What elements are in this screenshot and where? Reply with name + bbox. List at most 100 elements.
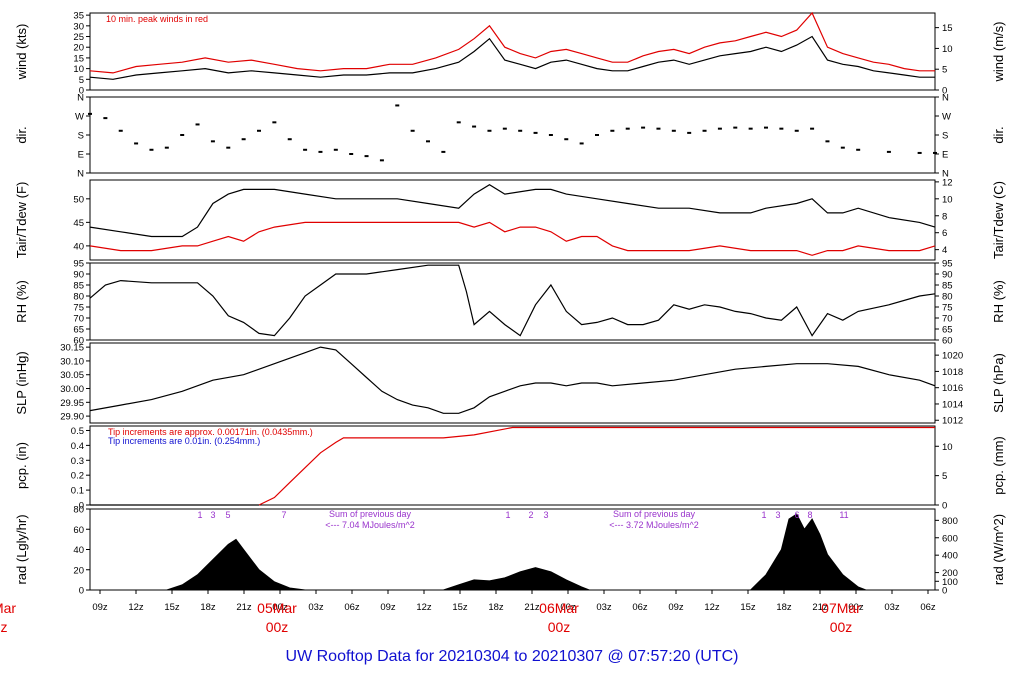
dir-tick-label-left: E <box>78 150 84 161</box>
dir-point <box>487 129 492 132</box>
wind-tick-label-left: 15 <box>73 53 84 64</box>
slp-tick-label-left: 29.95 <box>60 398 84 409</box>
slp-tick-label-right: 1020 <box>942 351 963 362</box>
rad-tip-label: 1 <box>197 510 202 520</box>
dir-point <box>564 138 569 141</box>
x-tick-label: 03z <box>884 602 900 613</box>
dir-point <box>533 131 538 134</box>
rh-tick-label-right: 65 <box>942 325 953 336</box>
pcp-tick-label-right: 5 <box>942 471 947 482</box>
pcp-annotation-red: Tip increments are approx. 0.00171in. (0… <box>108 427 313 437</box>
dir-point <box>257 129 261 132</box>
temp-series-0 <box>89 183 936 238</box>
pcp-tick-label-right: 10 <box>942 442 953 453</box>
dir-point <box>134 142 139 145</box>
dir-point <box>195 123 200 126</box>
rh-tick-label-left: 70 <box>73 314 84 325</box>
dir-point <box>349 153 354 155</box>
x-tick-label: 09z <box>668 602 684 613</box>
pcp-tick-label-left: 0.3 <box>71 456 84 467</box>
date-label-hour: z <box>1 619 8 635</box>
dir-point <box>933 151 937 154</box>
date-label-day: Mar <box>0 600 16 616</box>
rad-tip-label: 11 <box>839 510 848 520</box>
dir-point <box>164 146 169 149</box>
pcp-tick-label-right: 0 <box>942 501 947 512</box>
rad-panel: rad (Lgly/hr) rad (W/m^2)0204060800100200… <box>14 505 1006 597</box>
pcp-tick-label-left: 0.1 <box>71 486 84 497</box>
dir-point <box>671 129 676 132</box>
dir-point <box>794 129 799 132</box>
rh-tick-label-right: 90 <box>942 270 953 281</box>
slp-tick-label-left: 29.90 <box>60 412 84 423</box>
x-tick-label: 12z <box>416 602 432 613</box>
rh-series-0 <box>89 264 936 337</box>
slp-tick-label-right: 1016 <box>942 383 963 394</box>
dir-point <box>886 150 891 153</box>
x-tick-label: 06z <box>344 602 360 613</box>
rh-tick-label-left: 85 <box>73 281 84 292</box>
rad-annotation: <--- 7.04 MJoules/m^2 <box>325 520 415 530</box>
dir-ylabel-left: dir. <box>14 126 29 143</box>
date-label-hour: 00z <box>266 619 289 635</box>
rad-annotation: Sum of previous day <box>329 509 412 519</box>
temp-ylabel-right: Tair/Tdew (C) <box>991 181 1006 259</box>
wind-tick-label-right: 5 <box>942 65 947 76</box>
x-tick-label: 00z <box>848 602 864 613</box>
wind-tick-label-left: 30 <box>73 21 84 32</box>
rad-ylabel-left: rad (Lgly/hr) <box>14 514 29 584</box>
wind-panel: wind (kts) wind (m/s)05101520253035051015… <box>14 11 1006 97</box>
rad-tip-label: 1 <box>505 510 510 520</box>
date-label-day: 07Mar <box>821 600 861 616</box>
dir-point <box>917 151 922 154</box>
rad-tip-label: 3 <box>543 510 548 520</box>
wind-ylabel-left: wind (kts) <box>14 24 29 81</box>
x-tick-label: 18z <box>776 602 792 613</box>
dir-point <box>610 129 615 132</box>
wind-series-1 <box>89 11 935 74</box>
dir-point <box>318 150 323 153</box>
dir-tick-label-right: W <box>942 112 951 123</box>
wind-tick-label-left: 35 <box>73 11 84 22</box>
slp-tick-label-right: 1018 <box>942 367 963 378</box>
dir-point <box>410 129 415 132</box>
temp-series-1 <box>89 221 936 256</box>
x-tick-label: 18z <box>200 602 216 613</box>
dir-tick-label-left: N <box>77 93 84 104</box>
rh-frame <box>89 262 936 341</box>
dir-tick-label-left: S <box>78 131 84 142</box>
x-tick-label: 09z <box>380 602 396 613</box>
x-tick-label: 09z <box>92 602 108 613</box>
dir-tick-label-right: E <box>942 150 948 161</box>
dir-point <box>656 127 661 130</box>
rh-tick-label-left: 65 <box>73 325 84 336</box>
rad-annotation: <--- 3.72 MJoules/m^2 <box>609 520 699 530</box>
slp-panel: SLP (inHg) SLP (hPa) 29.90 29.95 30.00 30.05 3… <box>14 342 1006 427</box>
rh-tick-label-right: 95 <box>942 259 953 270</box>
rad-tick-label-right: 400 <box>942 551 958 562</box>
rad-tick-label-right: 800 <box>942 516 958 527</box>
dir-point <box>364 155 369 158</box>
dir-point <box>518 129 523 132</box>
temp-tick-label-left: 45 <box>73 218 84 229</box>
wind-tick-label-right: 15 <box>942 23 953 34</box>
dir-point <box>426 140 430 143</box>
rad-tick-label-left: 40 <box>73 545 84 556</box>
pcp-series-1 <box>258 426 935 506</box>
rh-tick-label-right: 85 <box>942 281 953 292</box>
temp-tick-label-right: 4 <box>942 245 947 256</box>
rh-tick-label-right: 75 <box>942 303 953 314</box>
dir-point <box>641 126 646 129</box>
dir-point <box>241 138 246 141</box>
dir-point <box>456 121 461 124</box>
x-tick-label: 18z <box>488 602 504 613</box>
rad-series-0 <box>166 513 867 591</box>
dir-point <box>717 127 722 130</box>
dir-point <box>687 131 692 134</box>
x-axis: 09z 12z 15z 18z 21z 00z 03z 06z 09z 12z 15z 18z 21z 0… <box>0 590 936 635</box>
rad-tip-label: 3 <box>775 510 780 520</box>
x-tick-label: 21z <box>236 602 252 613</box>
dir-tick-label-right: S <box>942 131 948 142</box>
